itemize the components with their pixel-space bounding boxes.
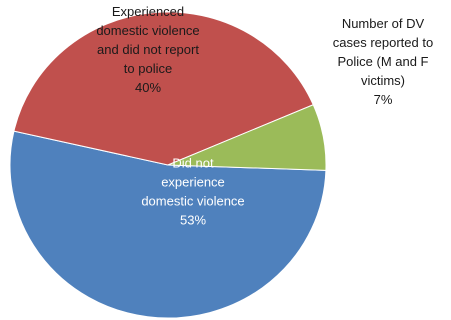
slice-label-line: 40% — [135, 80, 161, 95]
pie-slice-0 — [9, 130, 327, 319]
pie-labels: Did not experience domestic violence 53% Exp… — [96, 4, 433, 228]
pie-slices — [9, 11, 327, 319]
slice-label-line: 7% — [374, 92, 393, 107]
slice-label-line: domestic violence — [96, 23, 199, 38]
pie-slice-1 — [13, 11, 314, 166]
slice-label-line: Number of DV — [342, 16, 425, 31]
slice-label-line: Experienced — [112, 4, 184, 19]
slice-label-1: Experienced domestic violence and did not … — [96, 4, 199, 95]
slice-label-line: and did not report — [97, 42, 199, 57]
slice-label-line: victims) — [361, 73, 405, 88]
slice-label-line: 53% — [180, 213, 206, 228]
slice-label-line: to police — [124, 61, 172, 76]
slice-label-line: experience — [161, 175, 225, 190]
slice-label-line: domestic violence — [141, 194, 244, 209]
slice-label-line: cases reported to — [333, 35, 433, 50]
slice-label-0: Did not experience domestic violence 53% — [141, 156, 244, 228]
slice-label-line: Police (M and F — [337, 54, 428, 69]
slice-label-line: Did not — [172, 156, 214, 171]
pie-slice-2 — [167, 104, 327, 171]
slice-label-2: Number of DV cases reported to Police (M a… — [333, 16, 433, 107]
